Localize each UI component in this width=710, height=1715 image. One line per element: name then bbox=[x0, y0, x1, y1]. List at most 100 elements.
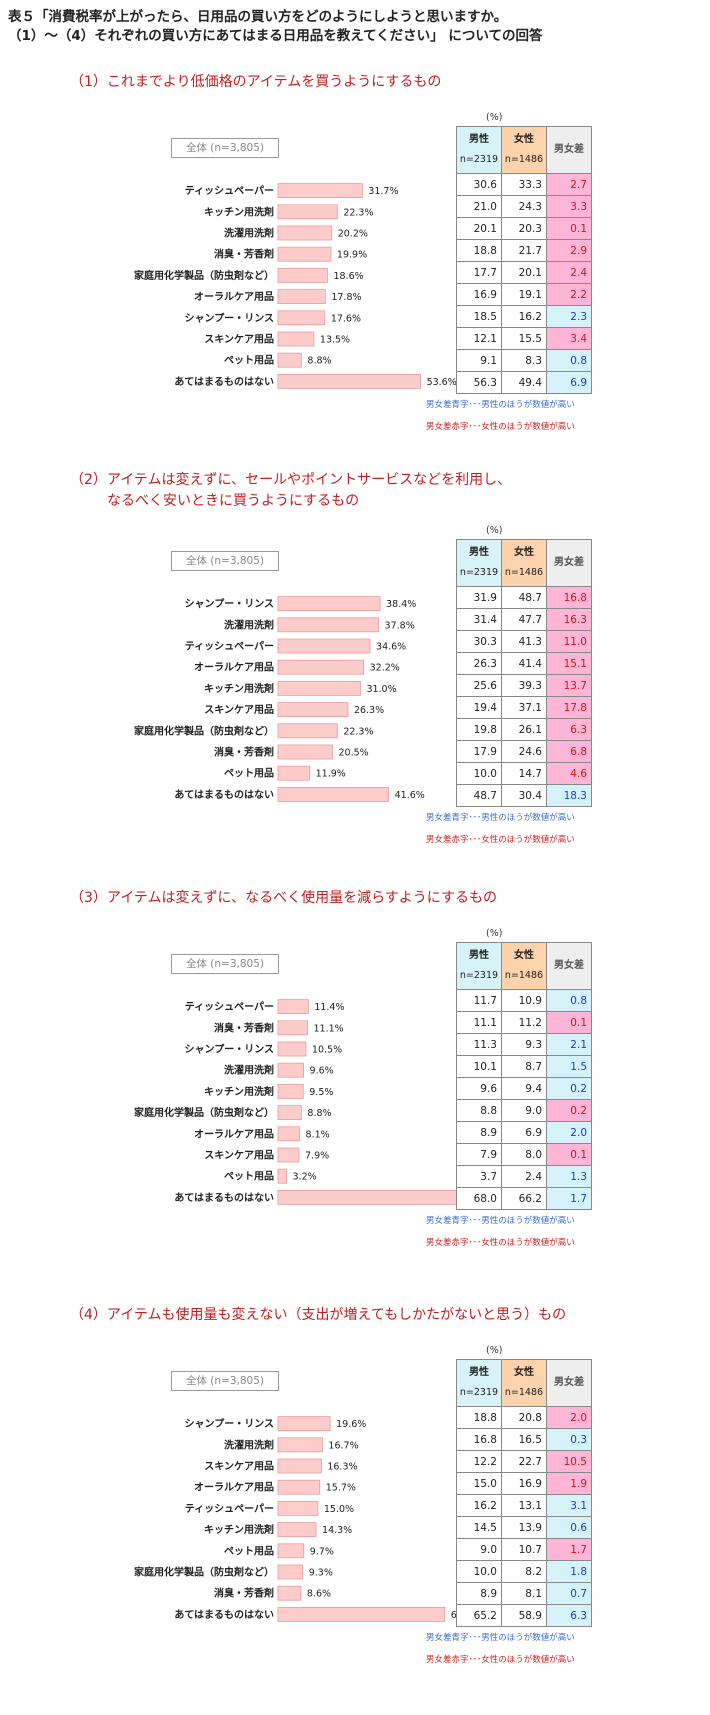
male-value: 15.0 bbox=[456, 1472, 502, 1495]
table-row: 9.1 8.3 0.8 bbox=[456, 349, 592, 372]
female-value: 49.4 bbox=[501, 371, 547, 394]
chart-section-1: （1）これまでより低価格のアイテムを買うようにするもの (%) 全体 (n=3,80… bbox=[0, 72, 710, 482]
table-row: 7.9 8.0 0.1 bbox=[456, 1143, 592, 1166]
table-row: 68.0 66.2 1.7 bbox=[456, 1187, 592, 1210]
female-value: 66.2 bbox=[501, 1187, 547, 1210]
bar-value-label: 8.8% bbox=[307, 1108, 331, 1119]
bar-chart: ティッシュペーパー 31.7% キッチン用洗剤 22.3% 洗濯用洗剤 20.2% 消臭・芳… bbox=[134, 183, 456, 389]
bar bbox=[277, 1501, 319, 1516]
male-header: 男性 n=2319 bbox=[456, 539, 502, 587]
female-header-label: 女性 bbox=[514, 134, 534, 145]
bar bbox=[277, 1084, 304, 1099]
bar bbox=[277, 1437, 323, 1453]
diff-value: 6.9 bbox=[546, 371, 592, 394]
bar bbox=[277, 1606, 446, 1622]
female-value: 6.9 bbox=[501, 1121, 547, 1144]
gender-table: 男性 n=2319 女性 n=1486 男女差 31.9 48.7 16.8 31.4 47.7 1… bbox=[456, 539, 592, 807]
note-blue: 男女差青字･･･男性のほうが数値が高い bbox=[426, 1633, 575, 1643]
bar-value-label: 19.9% bbox=[337, 250, 367, 261]
bar-value-label: 53.6% bbox=[427, 377, 456, 388]
table-row: 21.0 24.3 3.3 bbox=[456, 195, 592, 218]
page-title: 表５「消費税率が上がったら、日用品の買い方をどのようにしようと思いますか。 （1… bbox=[8, 8, 542, 46]
female-value: 22.7 bbox=[501, 1450, 547, 1473]
bar-value-label: 31.0% bbox=[366, 684, 396, 695]
table-row: 15.0 16.9 1.9 bbox=[456, 1472, 592, 1495]
male-value: 8.9 bbox=[456, 1121, 502, 1144]
category-label: オーラルケア用品 bbox=[194, 1128, 274, 1140]
chart-section-4: （4）アイテムも使用量も変えない（支出が増えてもしかたがないと思う）もの (%) 全… bbox=[0, 1305, 710, 1715]
diff-header: 男女差 bbox=[546, 1359, 592, 1407]
female-header-n: n=1486 bbox=[504, 567, 544, 578]
female-header-label: 女性 bbox=[514, 547, 534, 558]
female-value: 13.1 bbox=[501, 1494, 547, 1517]
diff-value: 1.8 bbox=[546, 1560, 592, 1583]
bar-value-label: 15.7% bbox=[326, 1483, 356, 1494]
diff-value: 1.3 bbox=[546, 1165, 592, 1188]
category-label: 消臭・芳香剤 bbox=[214, 1021, 274, 1034]
total-sample-label: 全体 (n=3,805) bbox=[171, 138, 279, 158]
table-row: 18.5 16.2 2.3 bbox=[456, 305, 592, 328]
male-value: 9.1 bbox=[456, 349, 502, 372]
total-sample-label: 全体 (n=3,805) bbox=[171, 551, 279, 571]
category-label: ティッシュペーパー bbox=[185, 641, 274, 653]
gender-table: 男性 n=2319 女性 n=1486 男女差 18.8 20.8 2.0 16.8 16.5 0.… bbox=[456, 1359, 592, 1627]
male-header: 男性 n=2319 bbox=[456, 126, 502, 174]
bar bbox=[277, 1479, 321, 1495]
male-value: 26.3 bbox=[456, 652, 502, 675]
table-row: 20.1 20.3 0.1 bbox=[456, 217, 592, 240]
bar bbox=[277, 702, 349, 717]
male-value: 56.3 bbox=[456, 371, 502, 394]
bar bbox=[277, 1585, 302, 1601]
diff-value: 0.6 bbox=[546, 1516, 592, 1539]
bar-value-label: 16.3% bbox=[327, 1462, 357, 1473]
bar bbox=[277, 1062, 304, 1078]
bar bbox=[277, 204, 338, 220]
male-value: 11.3 bbox=[456, 1033, 502, 1056]
note-blue: 男女差青字･･･男性のほうが数値が高い bbox=[426, 1216, 575, 1226]
category-label: 消臭・芳香剤 bbox=[214, 1587, 274, 1600]
bar-value-label: 8.6% bbox=[307, 1589, 331, 1600]
table-row: 18.8 21.7 2.9 bbox=[456, 239, 592, 262]
bar bbox=[277, 681, 361, 696]
bar bbox=[277, 1522, 317, 1537]
table-row: 8.9 8.1 0.7 bbox=[456, 1582, 592, 1605]
bar-value-label: 17.6% bbox=[331, 313, 361, 324]
section-heading-line-1: （2）アイテムは変えずに、セールやポイントサービスなどを利用し、 bbox=[70, 472, 512, 488]
table-row: 9.6 9.4 0.2 bbox=[456, 1077, 592, 1100]
male-value: 30.3 bbox=[456, 630, 502, 653]
diff-value: 1.7 bbox=[546, 1187, 592, 1210]
category-label: あてはまるものはない bbox=[174, 1191, 274, 1204]
table-row: 11.3 9.3 2.1 bbox=[456, 1033, 592, 1056]
bar-value-label: 14.3% bbox=[322, 1525, 352, 1536]
unit-label: (%) bbox=[486, 112, 503, 123]
male-value: 19.4 bbox=[456, 696, 502, 719]
diff-header: 男女差 bbox=[546, 942, 592, 990]
diff-value: 16.3 bbox=[546, 608, 592, 631]
category-label: あてはまるものはない bbox=[174, 788, 274, 801]
total-sample-label: 全体 (n=3,805) bbox=[171, 954, 279, 974]
table-row: 25.6 39.3 13.7 bbox=[456, 674, 592, 697]
male-value: 18.8 bbox=[456, 239, 502, 262]
table-row: 11.7 10.9 0.8 bbox=[456, 989, 592, 1012]
diff-value: 15.1 bbox=[546, 652, 592, 675]
category-label: ペット用品 bbox=[224, 1171, 274, 1183]
chart-section-2: （2）アイテムは変えずに、セールやポイントサービスなどを利用し、 なるべく安いとき… bbox=[0, 470, 710, 880]
female-header: 女性 n=1486 bbox=[501, 539, 547, 587]
diff-value: 1.9 bbox=[546, 1472, 592, 1495]
female-value: 39.3 bbox=[501, 674, 547, 697]
bar bbox=[277, 310, 326, 326]
category-label: 洗濯用洗剤 bbox=[224, 227, 274, 240]
table-row: 14.5 13.9 0.6 bbox=[456, 1516, 592, 1539]
category-label: あてはまるものはない bbox=[174, 1608, 274, 1621]
diff-value: 6.3 bbox=[546, 1604, 592, 1627]
female-value: 21.7 bbox=[501, 239, 547, 262]
category-label: ペット用品 bbox=[224, 768, 274, 780]
category-label: シャンプー・リンス bbox=[185, 1043, 275, 1056]
table-row: 16.2 13.1 3.1 bbox=[456, 1494, 592, 1517]
bar bbox=[277, 638, 371, 654]
bar bbox=[277, 1458, 322, 1474]
category-label: 家庭用化学製品（防虫剤など） bbox=[134, 269, 274, 282]
table-header-row: 男性 n=2319 女性 n=1486 男女差 bbox=[456, 942, 592, 990]
bar-value-label: 16.7% bbox=[328, 1440, 358, 1451]
chart-section-3: （3）アイテムは変えずに、なるべく使用量を減らすようにするもの (%) 全体 (n=… bbox=[0, 888, 710, 1298]
